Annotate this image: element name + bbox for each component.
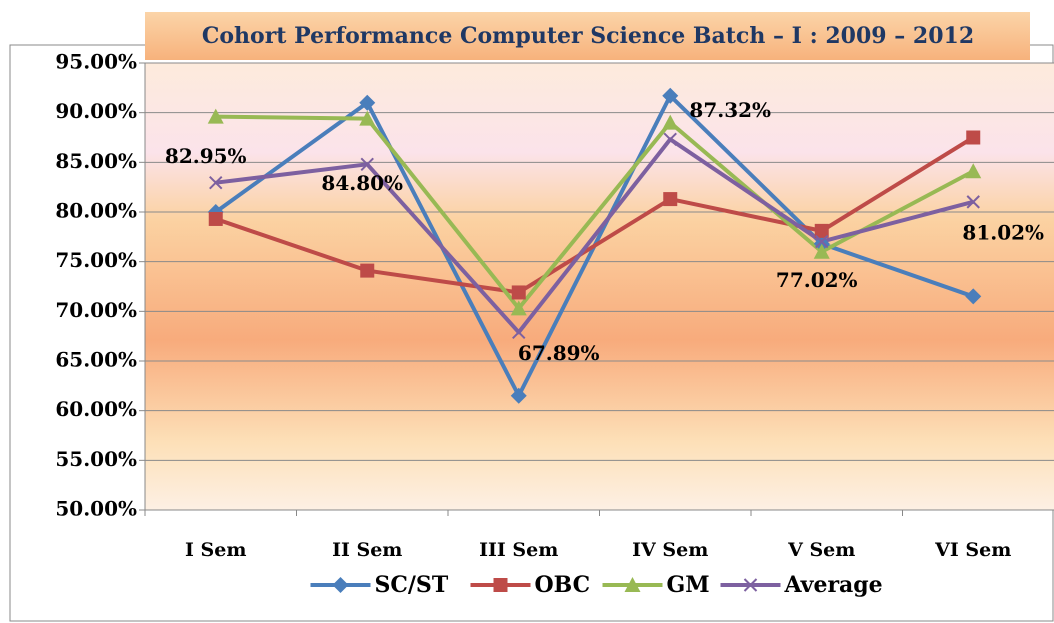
- data-label: 67.89%: [518, 341, 600, 365]
- marker: [624, 577, 641, 592]
- title-box: [145, 12, 1030, 60]
- plot-area: [145, 63, 1054, 510]
- series-line: [215, 135, 975, 295]
- marker: [813, 243, 830, 259]
- y-tick-label: 60.00%: [55, 397, 137, 421]
- marker: [510, 300, 527, 316]
- y-tick-label: 70.00%: [55, 298, 137, 322]
- legend-label: Average: [784, 572, 883, 598]
- y-tick-label: 90.00%: [55, 99, 137, 123]
- data-label: 84.80%: [321, 171, 403, 195]
- marker: [510, 387, 527, 404]
- x-tick-label: II Sem: [332, 539, 402, 561]
- x-tick-label: III Sem: [479, 539, 558, 561]
- marker: [493, 578, 508, 592]
- data-label: 77.02%: [776, 268, 858, 292]
- series-line: [215, 137, 974, 335]
- marker: [208, 211, 223, 226]
- x-tick-label: VI Sem: [934, 539, 1011, 561]
- data-label: 82.95%: [165, 144, 247, 168]
- y-tick-label: 65.00%: [55, 348, 137, 372]
- marker: [966, 130, 981, 145]
- y-tick-label: 85.00%: [55, 149, 137, 173]
- marker: [663, 132, 677, 146]
- y-tick-label: 50.00%: [55, 497, 137, 521]
- y-tick-label: 80.00%: [55, 199, 137, 223]
- marker: [815, 234, 829, 249]
- legend-label: SC/ST: [375, 572, 449, 598]
- marker: [360, 157, 374, 172]
- marker: [359, 94, 376, 111]
- legend-label: OBC: [535, 572, 591, 598]
- marker: [743, 578, 758, 592]
- x-tick-label: I Sem: [185, 539, 246, 561]
- marker: [332, 577, 349, 593]
- marker: [965, 288, 982, 305]
- marker: [663, 192, 678, 207]
- marker: [207, 108, 224, 124]
- chart-title: Cohort Performance Computer Science Batc…: [202, 23, 974, 49]
- marker: [209, 175, 223, 190]
- series-line: [215, 114, 975, 311]
- x-tick-label: V Sem: [787, 539, 855, 561]
- marker: [512, 325, 526, 340]
- y-tick-label: 55.00%: [55, 447, 137, 471]
- marker: [360, 263, 375, 278]
- data-label: 87.32%: [689, 98, 771, 122]
- marker: [662, 87, 679, 104]
- y-tick-label: 95.00%: [55, 50, 137, 74]
- data-label: 81.02%: [962, 220, 1044, 244]
- legend-label: GM: [667, 572, 710, 598]
- marker: [511, 285, 526, 300]
- marker: [662, 114, 679, 130]
- marker: [814, 223, 829, 238]
- marker: [966, 195, 980, 209]
- marker: [965, 163, 982, 179]
- x-tick-label: IV Sem: [632, 539, 708, 561]
- y-tick-label: 75.00%: [55, 248, 137, 272]
- marker: [359, 110, 376, 126]
